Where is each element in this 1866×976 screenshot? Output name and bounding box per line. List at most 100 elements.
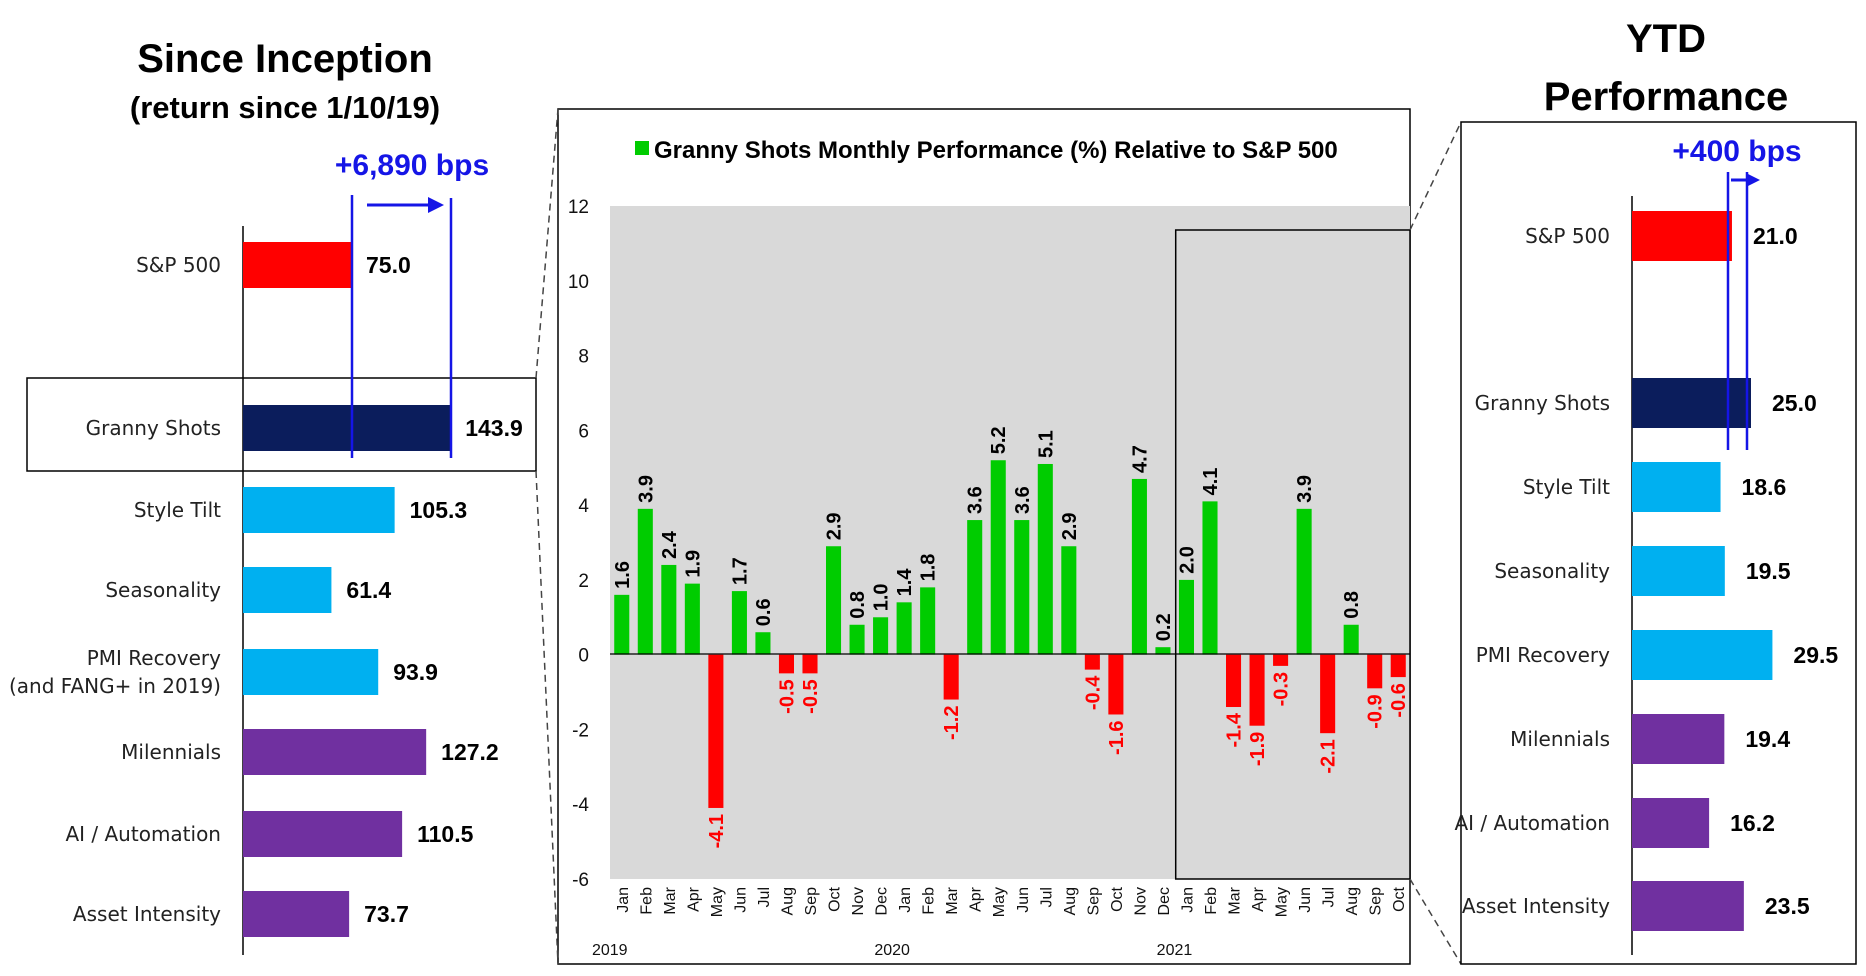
monthly-value-label: 5.2 xyxy=(988,426,1010,454)
monthly-value-label: 3.9 xyxy=(635,475,657,503)
month-label: Sep xyxy=(1368,887,1385,916)
monthly-bar xyxy=(778,654,794,674)
month-label: Nov xyxy=(850,887,867,915)
month-label: Aug xyxy=(1344,887,1361,915)
monthly-value-label: 3.6 xyxy=(1012,486,1034,514)
month-label: Apr xyxy=(1250,886,1267,912)
monthly-value-label: 2.4 xyxy=(659,530,681,559)
ytd-label-granny-shots: Granny Shots xyxy=(1475,391,1610,415)
monthly-bar xyxy=(1367,654,1383,689)
monthly-value-labels: 1.63.92.41.9-4.11.70.6-0.5 -0.52.90.8 1.01… xyxy=(612,426,1410,848)
monthly-bar xyxy=(1155,647,1171,655)
monthly-value-label: 4.7 xyxy=(1129,445,1151,473)
monthly-bar xyxy=(990,460,1006,655)
inception-label-s-p-500: S&P 500 xyxy=(136,253,221,277)
month-label: Jan xyxy=(897,887,914,913)
month-label: Feb xyxy=(921,887,938,915)
ytd-value-granny-shots: 25.0 xyxy=(1772,390,1817,416)
monthly-value-label: -4.1 xyxy=(706,814,728,848)
ytd-subtitle: Performance xyxy=(1544,75,1789,119)
connector-bottom-left xyxy=(535,470,559,965)
monthly-value-label: 2.9 xyxy=(1059,512,1081,540)
year-label: 2020 xyxy=(874,942,910,959)
monthly-bar xyxy=(849,624,865,655)
ytd-value-asset-intensity: 23.5 xyxy=(1765,893,1810,919)
monthly-value-label: 0.6 xyxy=(753,598,775,626)
monthly-value-label: -0.4 xyxy=(1082,675,1104,710)
x-axis-month-labels: Jan Feb Mar Apr May Jun Jul Aug Sep Oct Nov Dec Jan F… xyxy=(615,886,1408,917)
since-inception-title: Since Inception xyxy=(137,37,433,81)
ytd-label-style-tilt: Style Tilt xyxy=(1523,475,1610,499)
ytd-bar-granny-shots xyxy=(1632,378,1751,428)
monthly-bar xyxy=(1131,478,1147,655)
ytd-value-style-tilt: 18.6 xyxy=(1742,474,1787,500)
inception-label-seasonality: Seasonality xyxy=(105,578,221,602)
inception-arrow-head xyxy=(428,197,444,213)
month-label: Oct xyxy=(1391,886,1408,911)
inception-label-style-tilt: Style Tilt xyxy=(134,498,221,522)
monthly-bar xyxy=(967,520,983,655)
monthly-value-label: -1.4 xyxy=(1224,712,1246,747)
x-axis-year-labels: 2019 2020 2021 xyxy=(592,942,1192,959)
monthly-value-label: 4.1 xyxy=(1200,468,1222,496)
since-inception-subtitle: (return since 1/10/19) xyxy=(130,90,440,125)
inception-bar-granny-shots xyxy=(243,405,451,451)
y-tick-label: 10 xyxy=(568,272,589,293)
month-label: Jun xyxy=(732,887,749,913)
inception-bar-asset-intensity xyxy=(243,891,350,937)
month-label: Jun xyxy=(1297,887,1314,913)
ytd-bar-s-p-500 xyxy=(1632,211,1732,261)
monthly-bar xyxy=(1108,654,1124,715)
y-tick-label: 0 xyxy=(578,646,589,667)
y-tick-label: -2 xyxy=(572,720,589,741)
inception-label-asset-intensity: Asset Intensity xyxy=(73,902,221,926)
monthly-bar xyxy=(1273,654,1289,666)
connector-top-left xyxy=(535,108,559,379)
ytd-bar-pmi-recovery xyxy=(1632,630,1773,680)
monthly-value-label: -0.9 xyxy=(1365,694,1387,728)
ytd-frame xyxy=(1460,121,1857,965)
inception-value-granny-shots: 143.9 xyxy=(465,415,523,441)
month-label: May xyxy=(709,887,726,917)
y-tick-label: 2 xyxy=(578,571,589,592)
inception-bar-ai-automation xyxy=(243,811,403,857)
monthly-bars xyxy=(614,460,1406,808)
ytd-label-ai-automation: AI / Automation xyxy=(1454,811,1610,835)
monthly-bar xyxy=(684,583,700,655)
monthly-value-label: 1.8 xyxy=(918,554,940,582)
inception-value-pmi-recovery-and-fang-in-2019: 93.9 xyxy=(393,659,438,685)
month-label: Jul xyxy=(1321,887,1338,907)
monthly-value-label: 1.0 xyxy=(871,583,893,611)
monthly-bar xyxy=(920,587,936,655)
month-label: Apr xyxy=(685,886,702,912)
monthly-bar xyxy=(755,632,771,655)
ytd-label-milennials: Milennials xyxy=(1510,727,1610,751)
month-label: Aug xyxy=(1062,887,1079,915)
monthly-value-label: 1.7 xyxy=(729,557,751,585)
monthly-value-label: -0.3 xyxy=(1271,672,1293,706)
month-label: Jun xyxy=(1015,887,1032,913)
month-label: Aug xyxy=(779,887,796,915)
y-axis-ticks: -6 -4 -2 0 2 4 6 8 10 12 xyxy=(568,197,590,891)
monthly-bar xyxy=(731,591,747,655)
month-label: May xyxy=(991,887,1008,917)
inception-value-style-tilt: 105.3 xyxy=(410,497,468,523)
monthly-value-label: 1.6 xyxy=(612,561,634,589)
month-label: Oct xyxy=(1109,886,1126,911)
monthly-value-label: 3.9 xyxy=(1294,475,1316,503)
monthly-bar xyxy=(661,564,677,655)
monthly-bar xyxy=(1061,546,1077,655)
monthly-value-label: 2.0 xyxy=(1176,546,1198,574)
y-tick-label: -4 xyxy=(572,795,589,816)
ytd-value-pmi-recovery: 29.5 xyxy=(1793,642,1838,668)
month-label: Dec xyxy=(1156,887,1173,915)
monthly-bar xyxy=(1202,501,1218,655)
monthly-value-label: -1.9 xyxy=(1247,732,1269,766)
ytd-value-s-p-500: 21.0 xyxy=(1753,223,1798,249)
monthly-bar xyxy=(1178,579,1194,655)
since-inception-panel: Since Inception (return since 1/10/19) +… xyxy=(9,37,537,955)
inception-value-seasonality: 61.4 xyxy=(346,577,391,603)
plot-area xyxy=(610,206,1410,879)
inception-bars xyxy=(243,242,451,937)
monthly-value-label: -1.6 xyxy=(1106,720,1128,754)
